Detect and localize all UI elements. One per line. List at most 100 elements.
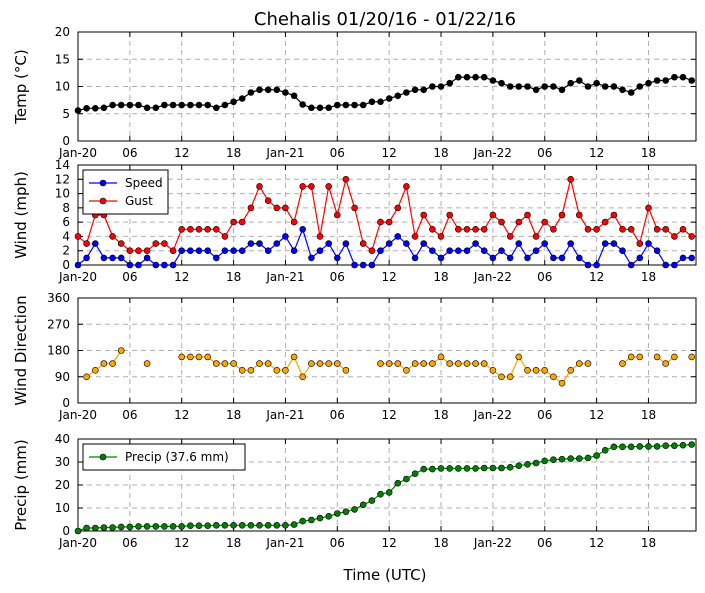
data-point (238, 247, 246, 254)
data-point (308, 254, 315, 262)
x-tick-label: Jan-22 (473, 536, 512, 550)
data-point (100, 360, 108, 367)
data-point (584, 261, 592, 269)
data-point (316, 360, 324, 367)
data-point (679, 226, 687, 233)
data-point (403, 183, 410, 190)
data-point (213, 360, 220, 367)
x-tick-label: 06 (537, 146, 552, 160)
data-point (74, 261, 82, 269)
data-point (567, 455, 575, 462)
x-tick-label: 06 (122, 408, 137, 422)
data-point (446, 465, 454, 472)
data-point (92, 366, 99, 374)
data-point (454, 226, 462, 233)
data-point (342, 508, 350, 516)
data-point (126, 101, 134, 109)
y-tick-label: 40 (55, 432, 70, 446)
data-point (429, 83, 436, 90)
data-point (515, 462, 523, 470)
data-point (653, 353, 661, 361)
data-point (653, 226, 661, 233)
x-tick-label: Jan-22 (473, 408, 512, 422)
data-point (368, 261, 376, 269)
data-point (688, 353, 696, 361)
data-point (420, 360, 428, 367)
y-tick-label: 0 (62, 396, 70, 410)
data-point (472, 73, 479, 81)
x-axis-label: Time (UTC) (343, 566, 427, 584)
y-tick-label: 12 (55, 172, 70, 186)
data-point (498, 247, 505, 254)
speed-series (74, 226, 696, 269)
data-point (195, 247, 203, 254)
data-point (627, 353, 635, 361)
data-point (437, 254, 445, 262)
data-point (92, 240, 99, 247)
data-point (403, 475, 410, 483)
data-point (109, 360, 116, 367)
data-point (169, 247, 177, 254)
data-point (308, 516, 315, 524)
data-point (627, 261, 635, 269)
data-point (394, 479, 402, 487)
data-point (143, 360, 151, 367)
data-point (567, 240, 575, 247)
data-point (282, 521, 289, 529)
data-point (524, 366, 531, 374)
axes-frame (77, 297, 697, 404)
data-point (117, 240, 125, 247)
data-point (109, 233, 116, 240)
data-point (532, 233, 540, 240)
y-tick-label: 20 (55, 25, 70, 39)
data-point (152, 523, 160, 530)
data-point (290, 218, 298, 226)
data-point (74, 527, 82, 535)
data-point (446, 360, 454, 367)
data-point (610, 83, 618, 90)
data-point (117, 101, 125, 109)
data-point (256, 240, 263, 247)
data-point (143, 523, 151, 530)
data-point (247, 204, 255, 212)
data-point (230, 247, 237, 254)
data-point (385, 218, 393, 226)
data-point (420, 465, 428, 473)
x-tick-label: 12 (174, 408, 189, 422)
data-point (333, 211, 341, 219)
data-point (385, 360, 393, 367)
data-point (74, 107, 82, 114)
data-point (385, 489, 393, 496)
data-point (627, 89, 635, 96)
data-point (377, 98, 384, 106)
chart-title: Chehalis 01/20/16 - 01/22/16 (254, 9, 516, 30)
data-point (238, 95, 246, 102)
data-point (351, 506, 358, 513)
data-point (342, 101, 350, 109)
x-tick-label: 18 (433, 270, 448, 284)
x-tick-label: 18 (226, 146, 241, 160)
y-tick-label: 5 (62, 107, 70, 121)
data-point (688, 77, 696, 84)
y-tick-label: 90 (55, 370, 70, 384)
data-point (264, 197, 272, 204)
data-point (532, 366, 540, 374)
data-point (247, 366, 255, 374)
data-point (645, 240, 652, 247)
x-tick-label: 06 (330, 270, 345, 284)
data-point (429, 360, 436, 367)
data-point (273, 366, 281, 374)
x-tick-label: 12 (382, 408, 397, 422)
data-point (463, 360, 471, 367)
data-point (593, 261, 600, 269)
data-point (325, 104, 333, 112)
data-point (273, 240, 281, 247)
data-point (273, 86, 281, 94)
data-point (187, 522, 194, 530)
data-point (575, 77, 583, 84)
data-point (316, 233, 324, 240)
data-point (636, 83, 644, 90)
data-point (489, 254, 497, 262)
y-tick-label: 0 (62, 258, 70, 272)
data-point (515, 83, 523, 90)
